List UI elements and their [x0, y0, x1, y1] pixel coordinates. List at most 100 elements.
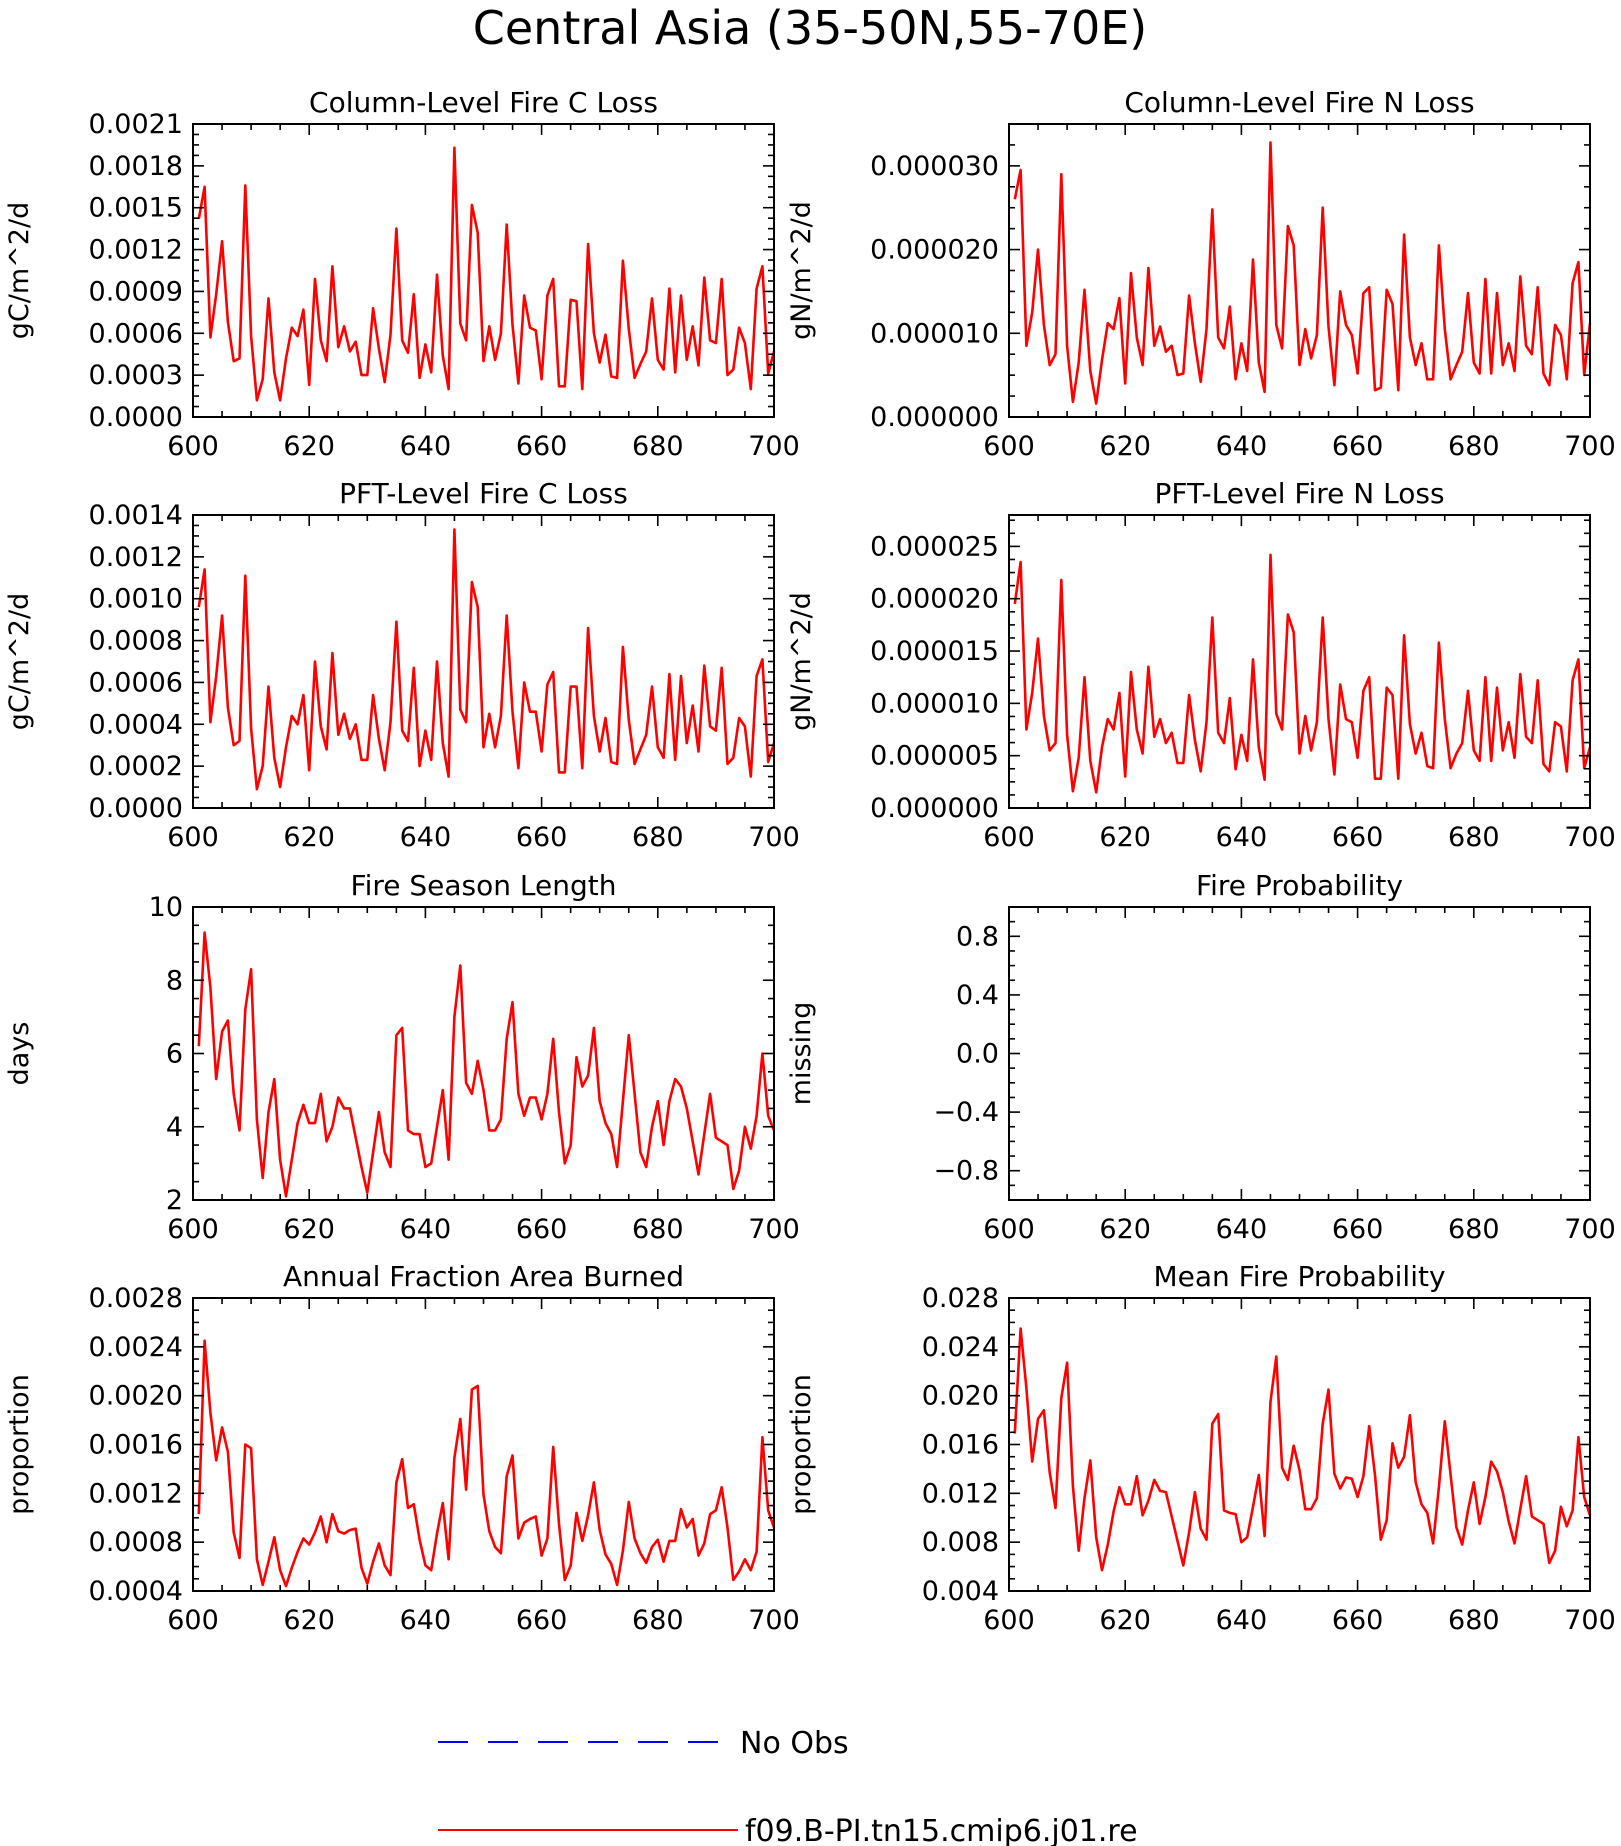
y-tick-label: 0.000015: [870, 636, 999, 667]
x-tick-label: 640: [400, 431, 452, 462]
plot-frame: [192, 514, 775, 809]
x-tick-label: 620: [283, 822, 335, 853]
y-tick-label: 0.000020: [870, 235, 999, 266]
y-tick-label: 0.000000: [870, 402, 999, 433]
panel-title: Fire Probability: [1196, 869, 1403, 902]
legend-label-model: f09.B-PI.tn15.cmip6.j01.re: [745, 1814, 1138, 1846]
y-tick-label: 0.0012: [89, 1478, 183, 1509]
y-tick-label: 0.028: [922, 1283, 999, 1314]
plot-frame: [192, 1297, 775, 1592]
y-tick-label: 0.000000: [870, 793, 999, 824]
x-tick-label: 600: [983, 1214, 1035, 1245]
y-tick-label: 0.0021: [89, 109, 183, 140]
y-tick-label: 0.0012: [89, 542, 183, 573]
plot-frame: [1008, 1297, 1591, 1592]
y-tick-label: 0.0024: [89, 1332, 183, 1363]
y-tick-label: 0.008: [922, 1527, 999, 1558]
x-tick-label: 640: [1216, 431, 1268, 462]
y-tick-label: 0.0000: [89, 402, 183, 433]
panel-title: Annual Fraction Area Burned: [283, 1260, 684, 1293]
panel-5: 600 620 640 660 680 700 2 4 6 8 10 Fire Season Leng…: [4, 869, 800, 1245]
y-tick-label: 0.0004: [89, 709, 183, 740]
y-tick-label: 0.0006: [89, 667, 183, 698]
x-tick-label: 600: [983, 1605, 1035, 1636]
y-tick-label: 0.0004: [89, 1576, 183, 1607]
y-tick-label: 0.0003: [89, 360, 183, 391]
y-tick-label: 0.0018: [89, 151, 183, 182]
x-tick-label: 660: [1332, 822, 1384, 853]
series-line: [197, 1339, 776, 1588]
series-line: [197, 528, 776, 791]
panel-title: PFT-Level Fire C Loss: [339, 477, 628, 510]
y-axis-label: gN/m^2/d: [786, 592, 817, 731]
y-tick-label: 0.0012: [89, 235, 183, 266]
x-tick-label: 600: [167, 431, 219, 462]
x-tick-label: 680: [632, 1214, 684, 1245]
x-tick-label: 700: [1564, 1605, 1616, 1636]
x-tick-label: 620: [1099, 1214, 1151, 1245]
panel-title: Fire Season Length: [351, 869, 617, 902]
y-tick-label: −0.4: [933, 1097, 999, 1128]
x-tick-label: 700: [748, 431, 800, 462]
x-tick-label: 620: [1099, 822, 1151, 853]
x-tick-label: 620: [1099, 431, 1151, 462]
y-tick-label: 0.0009: [89, 276, 183, 307]
legend: No Obs f09.B-PI.tn15.cmip6.j01.re: [438, 1726, 1138, 1846]
y-axis-label: gC/m^2/d: [4, 593, 35, 730]
x-tick-label: 700: [1564, 1214, 1616, 1245]
x-tick-label: 680: [632, 1605, 684, 1636]
x-tick-label: 700: [748, 1605, 800, 1636]
panel-1: 600 620 640 660 680 700 0.0000 0.0003 0.0006 0.00…: [4, 86, 800, 462]
x-tick-label: 700: [748, 822, 800, 853]
x-tick-label: 640: [1216, 822, 1268, 853]
y-tick-label: 0.020: [922, 1381, 999, 1412]
x-tick-label: 680: [1448, 1605, 1500, 1636]
panel-2: 600 620 640 660 680 700 0.000000 0.000010 0.0000…: [786, 86, 1616, 462]
plot-frame: [192, 123, 775, 418]
x-tick-label: 600: [983, 431, 1035, 462]
panels: 600 620 640 660 680 7000.00000.00030.00060.00…: [4, 86, 1616, 1636]
x-tick-label: 660: [516, 1214, 568, 1245]
y-tick-label: 4: [166, 1112, 183, 1143]
panel-title: Column-Level Fire C Loss: [309, 86, 658, 119]
x-tick-label: 660: [516, 431, 568, 462]
y-tick-label: 0.0002: [89, 751, 183, 782]
y-tick-label: 2: [166, 1185, 183, 1216]
y-tick-label: 0.024: [922, 1332, 999, 1363]
y-tick-label: 0.0010: [89, 584, 183, 615]
y-tick-label: 6: [166, 1039, 183, 1070]
y-tick-label: 0.0028: [89, 1283, 183, 1314]
x-tick-label: 680: [1448, 822, 1500, 853]
panel-title: Mean Fire Probability: [1153, 1260, 1445, 1293]
panel-7: 600 620 640 660 680 700 0.0004 0.0008 0.0012 0.00…: [4, 1260, 800, 1636]
x-tick-label: 680: [632, 431, 684, 462]
x-tick-label: 660: [1332, 431, 1384, 462]
y-tick-label: 10: [149, 892, 183, 923]
series-line: [197, 931, 776, 1198]
x-tick-label: 660: [516, 1605, 568, 1636]
y-axis-label: gC/m^2/d: [4, 202, 35, 339]
x-tick-label: 620: [283, 1605, 335, 1636]
y-tick-label: 0.0000: [89, 793, 183, 824]
panel-title: PFT-Level Fire N Loss: [1154, 477, 1444, 510]
y-tick-label: 0.4: [956, 980, 999, 1011]
y-tick-label: 0.0008: [89, 1527, 183, 1558]
y-tick-label: 0.000020: [870, 584, 999, 615]
x-tick-label: 700: [1564, 822, 1616, 853]
x-tick-label: 700: [748, 1214, 800, 1245]
y-axis-label: proportion: [786, 1374, 817, 1515]
plot-frame: [1008, 906, 1591, 1201]
panel-4: 600 620 640 660 680 700 0.000000 0.000005 0.0000…: [786, 477, 1616, 853]
plot-frame: [1008, 123, 1591, 418]
legend-label-no-obs: No Obs: [740, 1726, 849, 1761]
panel-8: 600 620 640 660 680 700 0.004 0.008 0.012 0.016 0.…: [786, 1260, 1616, 1636]
panel-6: 600 620 640 660 680 700 −0.8 −0.4 0.0 0.4 0.8 Fire …: [786, 869, 1616, 1245]
y-tick-label: 0.0008: [89, 626, 183, 657]
panel-title: Column-Level Fire N Loss: [1124, 86, 1474, 119]
x-tick-label: 640: [400, 1214, 452, 1245]
y-tick-label: 0.000025: [870, 531, 999, 562]
x-tick-label: 680: [632, 822, 684, 853]
y-tick-label: 0.0: [956, 1039, 999, 1070]
x-tick-label: 660: [516, 822, 568, 853]
